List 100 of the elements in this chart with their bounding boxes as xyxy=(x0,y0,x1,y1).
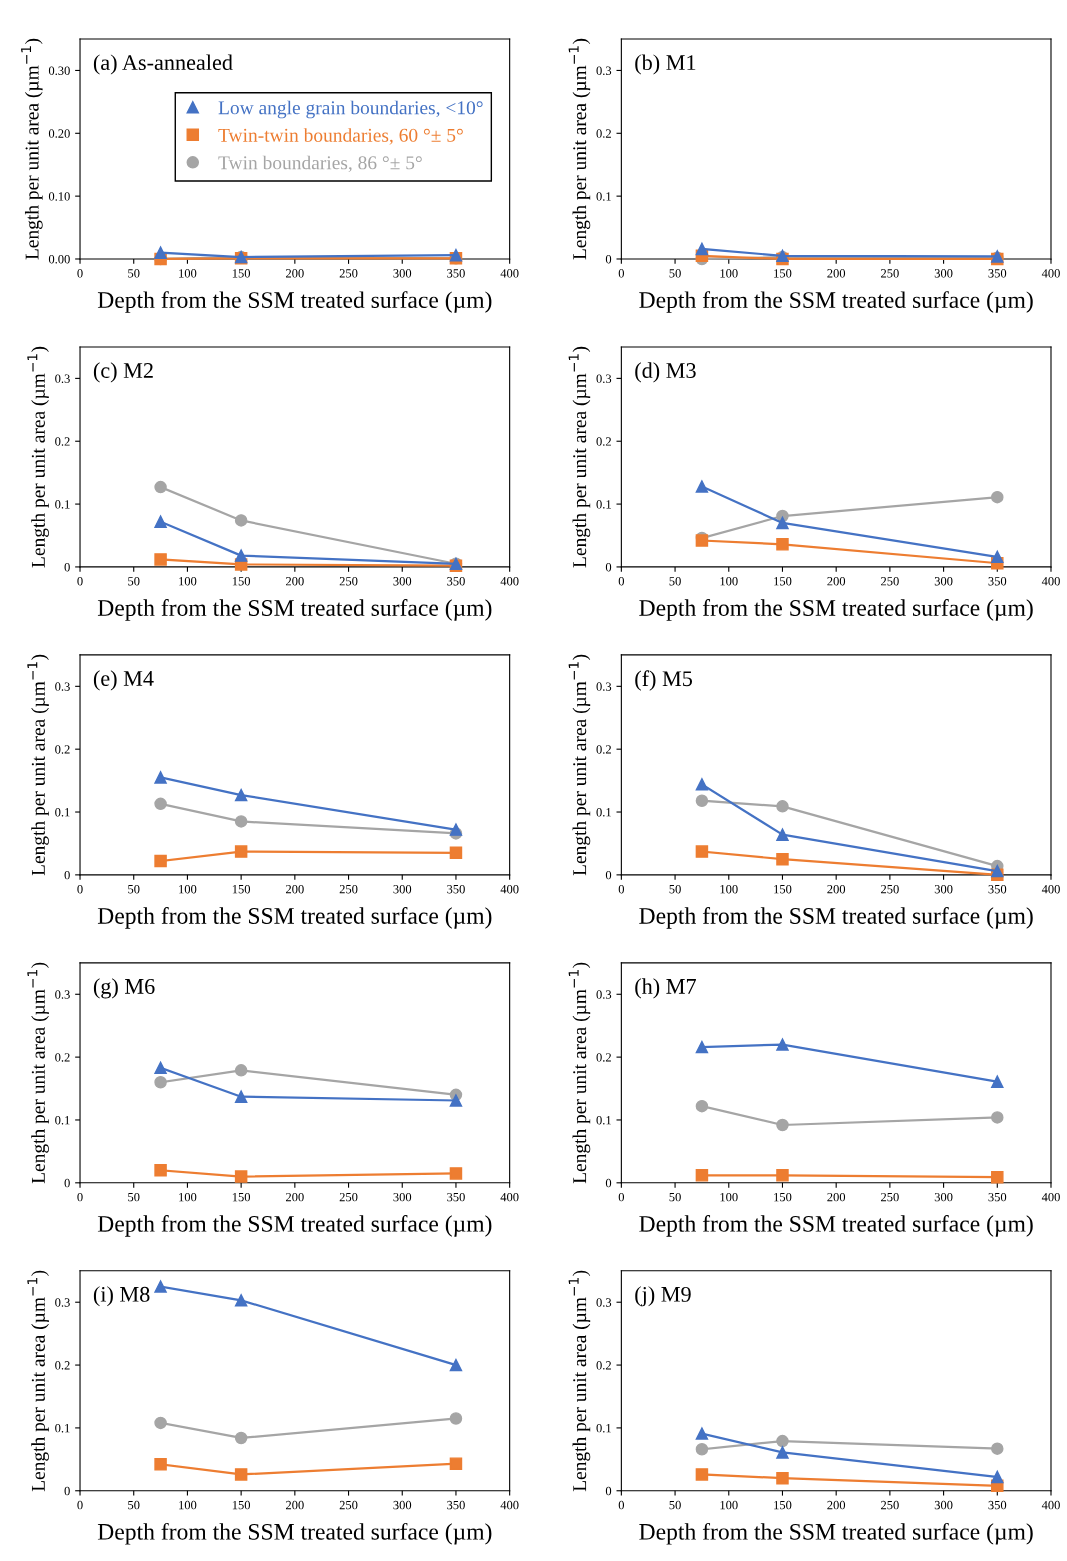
y-tick-label: 0.3 xyxy=(596,374,612,383)
x-tick-label: 150 xyxy=(232,269,251,278)
x-tick-label: 250 xyxy=(339,577,358,586)
y-tick-label: 0 xyxy=(605,1486,612,1496)
x-tick-label: 50 xyxy=(669,577,681,586)
x-tick-label: 100 xyxy=(720,577,738,586)
x-tick-label: 400 xyxy=(500,577,519,586)
x-tick-label: 200 xyxy=(827,884,846,894)
y-axis-title: Length per unit area (µm$^{−1}$) xyxy=(27,1270,49,1492)
x-axis-title: Depth from the SSM treated surface (µm) xyxy=(97,599,492,621)
x-tick-label: 400 xyxy=(500,1500,519,1510)
x-tick-label: 200 xyxy=(286,269,304,278)
y-tick-label: 0.3 xyxy=(55,990,70,999)
x-tick-label: 150 xyxy=(232,1192,251,1202)
x-tick-label: 400 xyxy=(1041,884,1060,894)
x-tick-label: 400 xyxy=(500,269,519,278)
x-tick-label: 50 xyxy=(669,1192,681,1202)
x-axis-title: Depth from the SSM treated surface (µm) xyxy=(97,1214,492,1237)
x-tick-label: 150 xyxy=(774,1192,792,1202)
x-tick-label: 200 xyxy=(286,577,304,586)
x-tick-label: 200 xyxy=(827,1192,846,1202)
x-tick-label: 300 xyxy=(934,884,953,894)
y-tick-label: 0.3 xyxy=(55,374,70,383)
x-tick-label: 50 xyxy=(128,577,140,586)
y-tick-label: 0.2 xyxy=(55,745,70,754)
x-axis-title: Depth from the SSM treated surface (µm) xyxy=(639,1214,1033,1237)
x-tick-label: 300 xyxy=(393,577,412,586)
text: (e) M4 xyxy=(93,670,154,691)
x-tick-label: 0 xyxy=(77,577,83,586)
y-axis-title: Length per unit area (µm$^{−1}$) xyxy=(568,346,591,568)
x-tick-label: 100 xyxy=(720,269,738,278)
x-tick-label: 300 xyxy=(934,269,953,278)
y-tick-label: 0 xyxy=(64,562,70,572)
x-tick-label: 350 xyxy=(988,1500,1007,1510)
x-tick-label: 100 xyxy=(179,577,197,586)
y-axis-title: Length per unit area (µm$^{−1}$) xyxy=(21,38,43,260)
x-tick-label: 0 xyxy=(77,1500,83,1510)
y-tick-label: 0.00 xyxy=(48,255,70,264)
x-tick-label: 350 xyxy=(447,1192,465,1202)
text: (a) As-annealed xyxy=(93,54,233,75)
y-axis-title: Length per unit area (µm$^{−1}$) xyxy=(27,962,49,1184)
x-tick-label: 100 xyxy=(720,884,738,894)
y-tick-label: 0.3 xyxy=(596,66,612,75)
x-tick-label: 100 xyxy=(179,269,197,278)
legend-label: Twin-twin boundaries, 60 °± 5° xyxy=(218,128,463,145)
x-tick-label: 0 xyxy=(618,269,625,278)
x-tick-label: 300 xyxy=(393,269,412,278)
x-tick-label: 300 xyxy=(934,577,953,586)
x-tick-label: 350 xyxy=(988,269,1007,278)
y-tick-label: 0 xyxy=(64,870,70,880)
x-tick-label: 0 xyxy=(618,1500,625,1510)
x-tick-label: 250 xyxy=(881,1192,899,1202)
x-tick-label: 0 xyxy=(77,884,83,894)
y-axis-title: Length per unit area (µm$^{−1}$) xyxy=(568,38,591,260)
x-tick-label: 350 xyxy=(447,884,465,894)
y-tick-label: 0.2 xyxy=(596,1361,611,1370)
legend-label: Twin boundaries, 86 °± 5° xyxy=(218,155,422,173)
y-tick-label: 0.1 xyxy=(596,1423,611,1433)
x-tick-label: 350 xyxy=(447,1500,465,1510)
x-tick-label: 300 xyxy=(393,1500,412,1510)
x-tick-label: 50 xyxy=(669,269,681,278)
x-tick-label: 150 xyxy=(774,577,792,586)
y-axis-title: Length per unit area (µm$^{−1}$) xyxy=(568,1270,591,1492)
x-tick-label: 200 xyxy=(286,884,304,894)
x-axis-title: Depth from the SSM treated surface (µm) xyxy=(97,291,492,313)
text: (b) M1 xyxy=(635,54,696,75)
text: (i) M8 xyxy=(93,1286,150,1307)
x-tick-label: 100 xyxy=(720,1500,738,1510)
y-tick-label: 0.2 xyxy=(55,1361,70,1370)
y-tick-label: 0.1 xyxy=(55,500,70,509)
x-tick-label: 100 xyxy=(179,884,197,894)
x-tick-label: 0 xyxy=(77,1192,83,1202)
x-tick-label: 400 xyxy=(1041,1500,1060,1510)
x-tick-label: 350 xyxy=(988,577,1007,586)
y-tick-label: 0.1 xyxy=(596,808,611,817)
text: (h) M7 xyxy=(635,978,696,999)
x-tick-label: 50 xyxy=(669,1500,681,1510)
x-tick-label: 400 xyxy=(1041,1192,1060,1202)
x-tick-label: 250 xyxy=(339,884,358,894)
text: (d) M3 xyxy=(635,362,696,383)
x-tick-label: 100 xyxy=(720,1192,738,1202)
x-axis-title: Depth from the SSM treated surface (µm) xyxy=(639,1522,1033,1545)
text: (j) M9 xyxy=(635,1286,691,1307)
x-tick-label: 150 xyxy=(232,884,251,894)
x-tick-label: 250 xyxy=(339,1500,358,1510)
y-tick-label: 0.1 xyxy=(55,808,70,817)
x-tick-label: 250 xyxy=(881,1500,899,1510)
y-tick-label: 0 xyxy=(605,1178,612,1188)
y-tick-label: 0.1 xyxy=(596,1115,611,1125)
x-tick-label: 0 xyxy=(618,1192,625,1202)
y-tick-label: 0.2 xyxy=(596,437,611,446)
y-tick-label: 0.2 xyxy=(596,745,611,754)
x-tick-label: 350 xyxy=(988,1192,1007,1202)
y-tick-label: 0.2 xyxy=(596,1053,611,1062)
y-tick-label: 0.1 xyxy=(596,192,611,201)
x-tick-label: 400 xyxy=(1041,577,1060,586)
y-tick-label: 0 xyxy=(64,1486,70,1496)
x-tick-label: 250 xyxy=(881,577,899,586)
x-tick-label: 200 xyxy=(827,577,846,586)
x-tick-label: 200 xyxy=(827,269,846,278)
